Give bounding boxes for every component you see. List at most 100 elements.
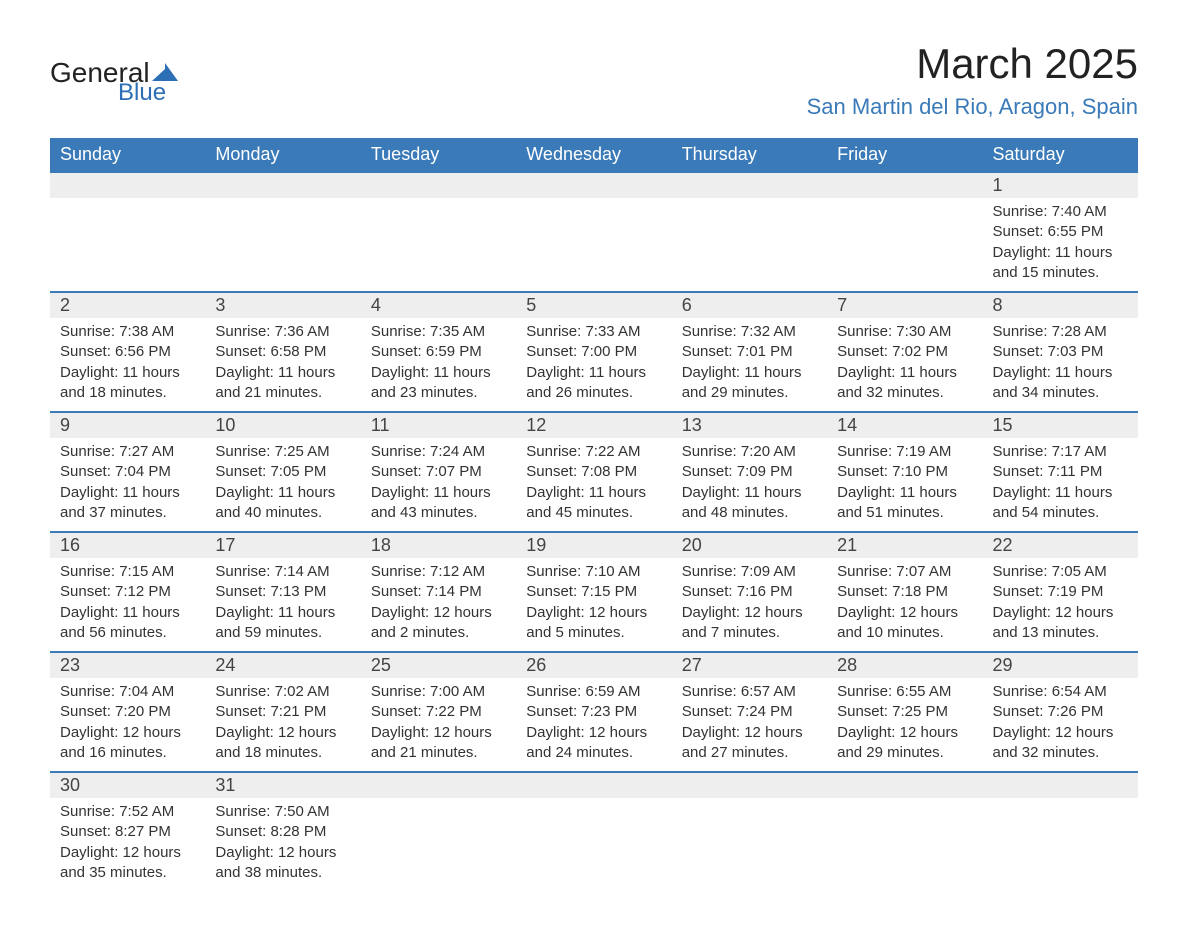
day-number-cell: 18	[361, 532, 516, 558]
day-number-cell: 21	[827, 532, 982, 558]
day-number-cell: 12	[516, 412, 671, 438]
day-detail-cell	[672, 798, 827, 891]
location-subtitle: San Martin del Rio, Aragon, Spain	[807, 94, 1138, 120]
sunrise-text: Sunrise: 7:00 AM	[371, 682, 506, 702]
day-detail-cell: Sunrise: 7:27 AMSunset: 7:04 PMDaylight:…	[50, 438, 205, 532]
sunrise-text: Sunrise: 7:40 AM	[993, 202, 1128, 222]
daylight-text: Daylight: 12 hours and 5 minutes.	[526, 603, 661, 644]
day-detail-cell: Sunrise: 7:36 AMSunset: 6:58 PMDaylight:…	[205, 318, 360, 412]
day-number: 31	[205, 773, 360, 798]
day-number: 27	[672, 653, 827, 678]
day-number: 3	[205, 293, 360, 318]
daylight-text: Daylight: 11 hours and 45 minutes.	[526, 483, 661, 524]
daylight-text: Daylight: 11 hours and 59 minutes.	[215, 603, 350, 644]
daylight-text: Daylight: 11 hours and 40 minutes.	[215, 483, 350, 524]
day-number: 8	[983, 293, 1138, 318]
daylight-text: Daylight: 12 hours and 35 minutes.	[60, 843, 195, 884]
daylight-text: Daylight: 12 hours and 7 minutes.	[682, 603, 817, 644]
weekday-header: Friday	[827, 138, 982, 172]
day-number-cell: 25	[361, 652, 516, 678]
sunrise-text: Sunrise: 7:30 AM	[837, 322, 972, 342]
sunrise-text: Sunrise: 7:19 AM	[837, 442, 972, 462]
sunset-text: Sunset: 6:58 PM	[215, 342, 350, 362]
week-detail-row: Sunrise: 7:40 AMSunset: 6:55 PMDaylight:…	[50, 198, 1138, 292]
day-number-cell	[516, 172, 671, 198]
daylight-text: Daylight: 12 hours and 16 minutes.	[60, 723, 195, 764]
day-number-cell: 22	[983, 532, 1138, 558]
day-number: 6	[672, 293, 827, 318]
sunrise-text: Sunrise: 7:24 AM	[371, 442, 506, 462]
day-number: 29	[983, 653, 1138, 678]
day-number-cell: 26	[516, 652, 671, 678]
daylight-text: Daylight: 12 hours and 24 minutes.	[526, 723, 661, 764]
day-number: 17	[205, 533, 360, 558]
sunrise-text: Sunrise: 7:38 AM	[60, 322, 195, 342]
sunset-text: Sunset: 6:59 PM	[371, 342, 506, 362]
sunset-text: Sunset: 7:01 PM	[682, 342, 817, 362]
day-number-cell	[361, 172, 516, 198]
daylight-text: Daylight: 11 hours and 43 minutes.	[371, 483, 506, 524]
week-detail-row: Sunrise: 7:15 AMSunset: 7:12 PMDaylight:…	[50, 558, 1138, 652]
day-detail-cell: Sunrise: 7:22 AMSunset: 7:08 PMDaylight:…	[516, 438, 671, 532]
day-detail-cell: Sunrise: 7:32 AMSunset: 7:01 PMDaylight:…	[672, 318, 827, 412]
sunrise-text: Sunrise: 7:09 AM	[682, 562, 817, 582]
day-number-cell	[983, 772, 1138, 798]
week-daynum-row: 1	[50, 172, 1138, 198]
title-block: March 2025 San Martin del Rio, Aragon, S…	[807, 40, 1138, 120]
day-detail-cell: Sunrise: 7:09 AMSunset: 7:16 PMDaylight:…	[672, 558, 827, 652]
day-number-cell: 23	[50, 652, 205, 678]
sunrise-text: Sunrise: 6:54 AM	[993, 682, 1128, 702]
day-detail-cell	[516, 198, 671, 292]
sunset-text: Sunset: 7:11 PM	[993, 462, 1128, 482]
day-detail-cell: Sunrise: 7:50 AMSunset: 8:28 PMDaylight:…	[205, 798, 360, 891]
day-number: 18	[361, 533, 516, 558]
sunrise-text: Sunrise: 7:25 AM	[215, 442, 350, 462]
sunrise-text: Sunrise: 7:12 AM	[371, 562, 506, 582]
weekday-header-row: Sunday Monday Tuesday Wednesday Thursday…	[50, 138, 1138, 172]
day-number-cell	[827, 772, 982, 798]
day-detail-cell: Sunrise: 7:10 AMSunset: 7:15 PMDaylight:…	[516, 558, 671, 652]
sunset-text: Sunset: 7:14 PM	[371, 582, 506, 602]
day-detail-cell: Sunrise: 6:57 AMSunset: 7:24 PMDaylight:…	[672, 678, 827, 772]
day-number: 7	[827, 293, 982, 318]
sunrise-text: Sunrise: 7:04 AM	[60, 682, 195, 702]
sunrise-text: Sunrise: 7:33 AM	[526, 322, 661, 342]
sunrise-text: Sunrise: 7:50 AM	[215, 802, 350, 822]
day-number: 15	[983, 413, 1138, 438]
daylight-text: Daylight: 11 hours and 37 minutes.	[60, 483, 195, 524]
sunrise-text: Sunrise: 7:02 AM	[215, 682, 350, 702]
day-number-cell: 8	[983, 292, 1138, 318]
daylight-text: Daylight: 11 hours and 21 minutes.	[215, 363, 350, 404]
day-number-cell	[827, 172, 982, 198]
day-number: 11	[361, 413, 516, 438]
day-detail-cell: Sunrise: 7:24 AMSunset: 7:07 PMDaylight:…	[361, 438, 516, 532]
sunset-text: Sunset: 7:18 PM	[837, 582, 972, 602]
day-detail-cell	[672, 198, 827, 292]
daylight-text: Daylight: 12 hours and 21 minutes.	[371, 723, 506, 764]
week-daynum-row: 23242526272829	[50, 652, 1138, 678]
sunset-text: Sunset: 7:21 PM	[215, 702, 350, 722]
day-number-cell	[672, 772, 827, 798]
day-number-cell: 1	[983, 172, 1138, 198]
sunset-text: Sunset: 8:28 PM	[215, 822, 350, 842]
weekday-header: Saturday	[983, 138, 1138, 172]
day-number-cell: 13	[672, 412, 827, 438]
sunrise-text: Sunrise: 7:28 AM	[993, 322, 1128, 342]
day-number: 12	[516, 413, 671, 438]
calendar-table: Sunday Monday Tuesday Wednesday Thursday…	[50, 138, 1138, 891]
day-number-cell: 4	[361, 292, 516, 318]
weekday-header: Tuesday	[361, 138, 516, 172]
sunset-text: Sunset: 7:15 PM	[526, 582, 661, 602]
brand-logo: General Blue	[50, 60, 178, 107]
week-detail-row: Sunrise: 7:38 AMSunset: 6:56 PMDaylight:…	[50, 318, 1138, 412]
sunset-text: Sunset: 7:23 PM	[526, 702, 661, 722]
day-detail-cell	[50, 198, 205, 292]
day-number: 13	[672, 413, 827, 438]
day-number-cell: 15	[983, 412, 1138, 438]
month-title: March 2025	[807, 40, 1138, 88]
sunrise-text: Sunrise: 7:14 AM	[215, 562, 350, 582]
day-number-cell: 3	[205, 292, 360, 318]
sunrise-text: Sunrise: 7:52 AM	[60, 802, 195, 822]
day-number: 19	[516, 533, 671, 558]
week-detail-row: Sunrise: 7:04 AMSunset: 7:20 PMDaylight:…	[50, 678, 1138, 772]
